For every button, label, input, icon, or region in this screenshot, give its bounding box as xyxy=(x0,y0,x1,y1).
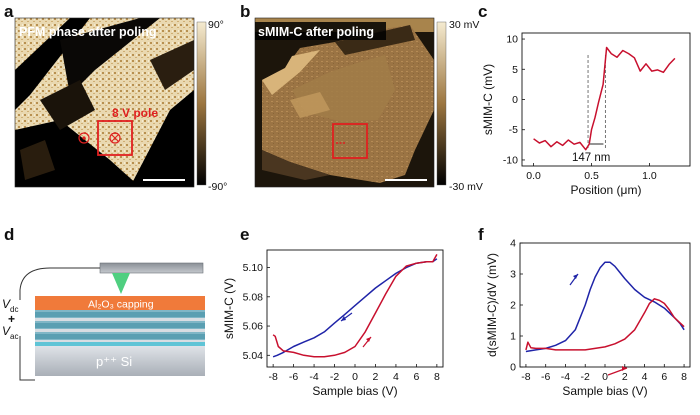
vac-sub: ac xyxy=(10,332,18,341)
xtick-label-c: 1.0 xyxy=(642,170,657,182)
xtick-label-e: 6 xyxy=(413,371,419,383)
ytick-label-f: 4 xyxy=(510,238,516,250)
colorbar-b-top: 30 mV xyxy=(449,19,479,31)
xtick-label-c: 0.0 xyxy=(526,170,541,182)
tip-icon xyxy=(112,273,130,294)
xtick-label-f: -8 xyxy=(521,371,530,383)
panel-a-title: PFM phase after poling xyxy=(19,25,157,39)
cantilever xyxy=(99,262,204,274)
series-line-e-1 xyxy=(272,254,438,358)
xtick-label-f: -4 xyxy=(561,371,570,383)
ytick-label-c: 10 xyxy=(506,34,518,46)
ytick-label-e: 5.04 xyxy=(243,350,264,362)
xtick-label-e: -8 xyxy=(268,371,277,383)
capping-layer xyxy=(35,296,205,310)
colorbar-b-bottom: -30 mV xyxy=(449,181,483,193)
material-layers xyxy=(35,310,205,342)
ytick-label-e: 5.06 xyxy=(243,321,264,333)
colorbar-a-bottom: -90° xyxy=(208,181,227,193)
panel-b-title-bg xyxy=(255,22,386,40)
chart-c: 0.0 0.5 1.0 -10 -5 0 5 10 Position (μm) sMIM-C (m… xyxy=(481,32,691,197)
xaxis-label-e: Sample bias (V) xyxy=(312,384,397,398)
ytick-label-f: 0 xyxy=(510,362,516,374)
series-line-e-0 xyxy=(272,258,438,358)
xtick-label-e: -2 xyxy=(330,371,339,383)
panel-label-f: f xyxy=(478,225,484,244)
xtick-label-f: 8 xyxy=(681,371,687,383)
panel-b-title: sMIM-C after poling xyxy=(258,25,374,39)
panel-a-frame xyxy=(14,17,195,188)
ytick-label-e: 5.10 xyxy=(243,262,264,274)
vdc-sub: dc xyxy=(10,305,18,314)
ytick-label-c: 0 xyxy=(512,94,518,106)
series-line-f-1 xyxy=(525,298,685,351)
panel-label-c: c xyxy=(478,2,487,21)
plot-frame-e xyxy=(266,249,444,368)
substrate-label: p⁺⁺ Si xyxy=(96,354,132,369)
ytick-label-c: 5 xyxy=(512,64,518,76)
yaxis-label-f: d(sMIM-C)/dV (mV) xyxy=(485,253,499,357)
yaxis-label-e: sMIM-C (V) xyxy=(222,278,236,339)
vac-label: V xyxy=(2,324,11,338)
bottom-electrode xyxy=(35,342,205,346)
arrow-markers xyxy=(340,273,628,376)
series-line-c-0 xyxy=(533,46,676,151)
vdc-label: V xyxy=(2,297,11,311)
ytick-label-f: 1 xyxy=(510,331,516,343)
xtick-label-f: 6 xyxy=(661,371,667,383)
xtick-label-e: 8 xyxy=(434,371,440,383)
pole-annotation: 8 V pole xyxy=(112,106,158,120)
colorbar-b xyxy=(436,21,447,186)
colorbar-a xyxy=(196,21,207,186)
pole-box-a xyxy=(97,120,133,156)
panel-label-e: e xyxy=(240,225,249,244)
panel-a-image xyxy=(15,18,194,187)
device-schematic: Al₂O₃ capping p⁺⁺ Si V dc + V ac xyxy=(2,262,205,381)
series-line-f-0 xyxy=(525,261,685,353)
plus-sign: + xyxy=(8,312,15,326)
xtick-label-e: 4 xyxy=(393,371,399,383)
panel-label-a: a xyxy=(4,2,14,21)
dot-marker-icon xyxy=(78,132,90,144)
capping-label: Al₂O₃ capping xyxy=(88,299,154,311)
xtick-label-e: -6 xyxy=(289,371,298,383)
ytick-label-f: 3 xyxy=(510,269,516,281)
xtick-label-f: 2 xyxy=(622,371,628,383)
chart-e: -8 -6 -4 -2 0 2 4 6 8 5.04 5.06 5.08 5.10 Sample bias… xyxy=(222,249,444,398)
xtick-label-e: 0 xyxy=(352,371,358,383)
yaxis-label-c: sMIM-C (mV) xyxy=(481,64,495,135)
xtick-label-f: -2 xyxy=(581,371,590,383)
panel-b-frame xyxy=(254,17,435,188)
cross-marker-icon xyxy=(109,132,121,144)
xtick-label-f: -6 xyxy=(541,371,550,383)
xtick-label-c: 0.5 xyxy=(584,170,599,182)
colorbar-a-top: 90° xyxy=(208,19,224,31)
xtick-label-e: 2 xyxy=(373,371,379,383)
ytick-label-e: 5.08 xyxy=(243,291,264,303)
ytick-label-c: -10 xyxy=(503,154,518,166)
xaxis-label-c: Position (μm) xyxy=(571,183,642,197)
ytick-label-c: -5 xyxy=(509,124,518,136)
xaxis-label-f: Sample bias (V) xyxy=(562,384,647,398)
xtick-label-f: 4 xyxy=(642,371,648,383)
xtick-label-f: 0 xyxy=(602,371,608,383)
substrate xyxy=(35,346,205,376)
panel-label-d: d xyxy=(4,225,14,244)
panel-b-image xyxy=(255,18,434,187)
panel-label-b: b xyxy=(240,2,250,21)
pole-box-b xyxy=(332,123,368,159)
panel-c-annotation: 147 nm xyxy=(572,152,610,164)
xtick-label-e: -4 xyxy=(309,371,318,383)
ytick-label-f: 2 xyxy=(510,300,516,312)
